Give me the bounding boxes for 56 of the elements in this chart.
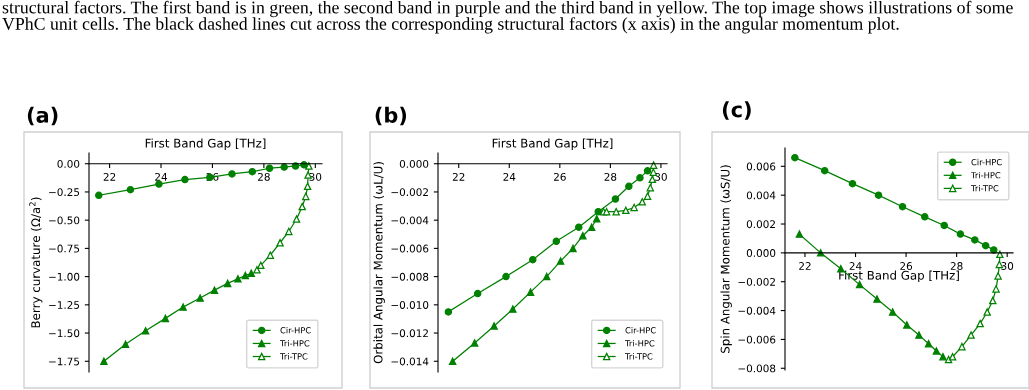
y-tick-label: −0.006 xyxy=(738,335,776,344)
legend-label: Tri-HPC xyxy=(625,340,655,347)
y-tick-label: −0.008 xyxy=(391,272,429,281)
y-tick-label: 0.004 xyxy=(746,191,776,200)
chart-title: (a) xyxy=(27,106,58,126)
y-tick-label: −0.25 xyxy=(49,188,80,197)
x-tick-label: 28 xyxy=(258,172,270,181)
y-tick-label: −0.004 xyxy=(391,216,429,225)
y-tick-label: −0.014 xyxy=(391,357,429,366)
x-tick-label: 26 xyxy=(900,262,913,270)
chart-title: (c) xyxy=(722,101,751,120)
y-axis-title: Orbital Angular Momentum (ωL/U) xyxy=(373,162,385,364)
y-tick-label: −0.004 xyxy=(738,306,776,315)
x-tick-label: 28 xyxy=(950,262,963,270)
y-tick-label: 0.00 xyxy=(57,159,80,168)
x-tick-label: 22 xyxy=(799,262,811,270)
x-tick-label: 30 xyxy=(309,172,322,181)
x-tick-label: 26 xyxy=(553,172,566,181)
y-tick-label: −0.002 xyxy=(738,277,775,286)
y-tick-label: −0.012 xyxy=(391,329,428,338)
legend-label: Tri-HPC xyxy=(971,171,1001,179)
y-axis-title: Spin Angular Momentum (ωS/U) xyxy=(720,165,732,353)
x-axis-title: First Band Gap [THz] xyxy=(145,138,266,150)
legend-label: Cir-HPC xyxy=(971,158,1002,166)
x-tick-label: 22 xyxy=(452,172,465,181)
x-tick-label: 30 xyxy=(1001,262,1014,270)
x-tick-label: 28 xyxy=(604,172,617,181)
y-tick-label: 0.000 xyxy=(746,249,776,257)
x-axis-title: First Band Gap [THz] xyxy=(492,138,613,150)
text: structural factors. The first band is in green, the second band in purple and the third band in yellow. The top image shows illustrations of some VPhC unit cells. The black dashed lines cut across the corresponding structural factors (x axis) in the angular momentum plot. xyxy=(2,0,1013,34)
y-tick-label: −1.00 xyxy=(49,272,80,281)
y-tick-label: 0.002 xyxy=(746,220,775,229)
y-tick-label: −0.010 xyxy=(391,301,429,309)
x-tick-label: 30 xyxy=(655,172,667,181)
legend-label: Tri-TPC xyxy=(625,353,653,360)
y-tick-label: −1.25 xyxy=(49,301,80,309)
x-tick-label: 22 xyxy=(103,172,116,181)
legend-label: Tri-TPC xyxy=(971,184,999,192)
y-tick-label: 0.000 xyxy=(399,159,429,168)
chart-title: (b) xyxy=(375,106,407,126)
y-tick-label: −0.50 xyxy=(49,216,80,225)
legend-label: Tri-HPC xyxy=(280,340,310,347)
y-tick-label: −0.006 xyxy=(391,244,429,253)
legend-label: Tri-TPC xyxy=(280,353,308,360)
legend-label: Cir-HPC xyxy=(625,326,656,334)
y-tick-label: −0.008 xyxy=(738,364,776,373)
x-tick-label: 24 xyxy=(503,172,516,181)
y-axis-title: Berry curvature (Ω/a$^{2}$) xyxy=(29,197,43,328)
y-tick-label: −0.75 xyxy=(49,244,80,253)
y-tick-label: 0.006 xyxy=(746,162,776,171)
y-tick-label: −1.75 xyxy=(49,357,80,366)
y-tick-label: −0.002 xyxy=(391,188,428,197)
x-tick-label: 24 xyxy=(155,172,168,181)
y-tick-label: −1.50 xyxy=(49,329,80,338)
x-tick-label: 24 xyxy=(849,262,862,270)
legend-label: Cir-HPC xyxy=(280,326,311,334)
